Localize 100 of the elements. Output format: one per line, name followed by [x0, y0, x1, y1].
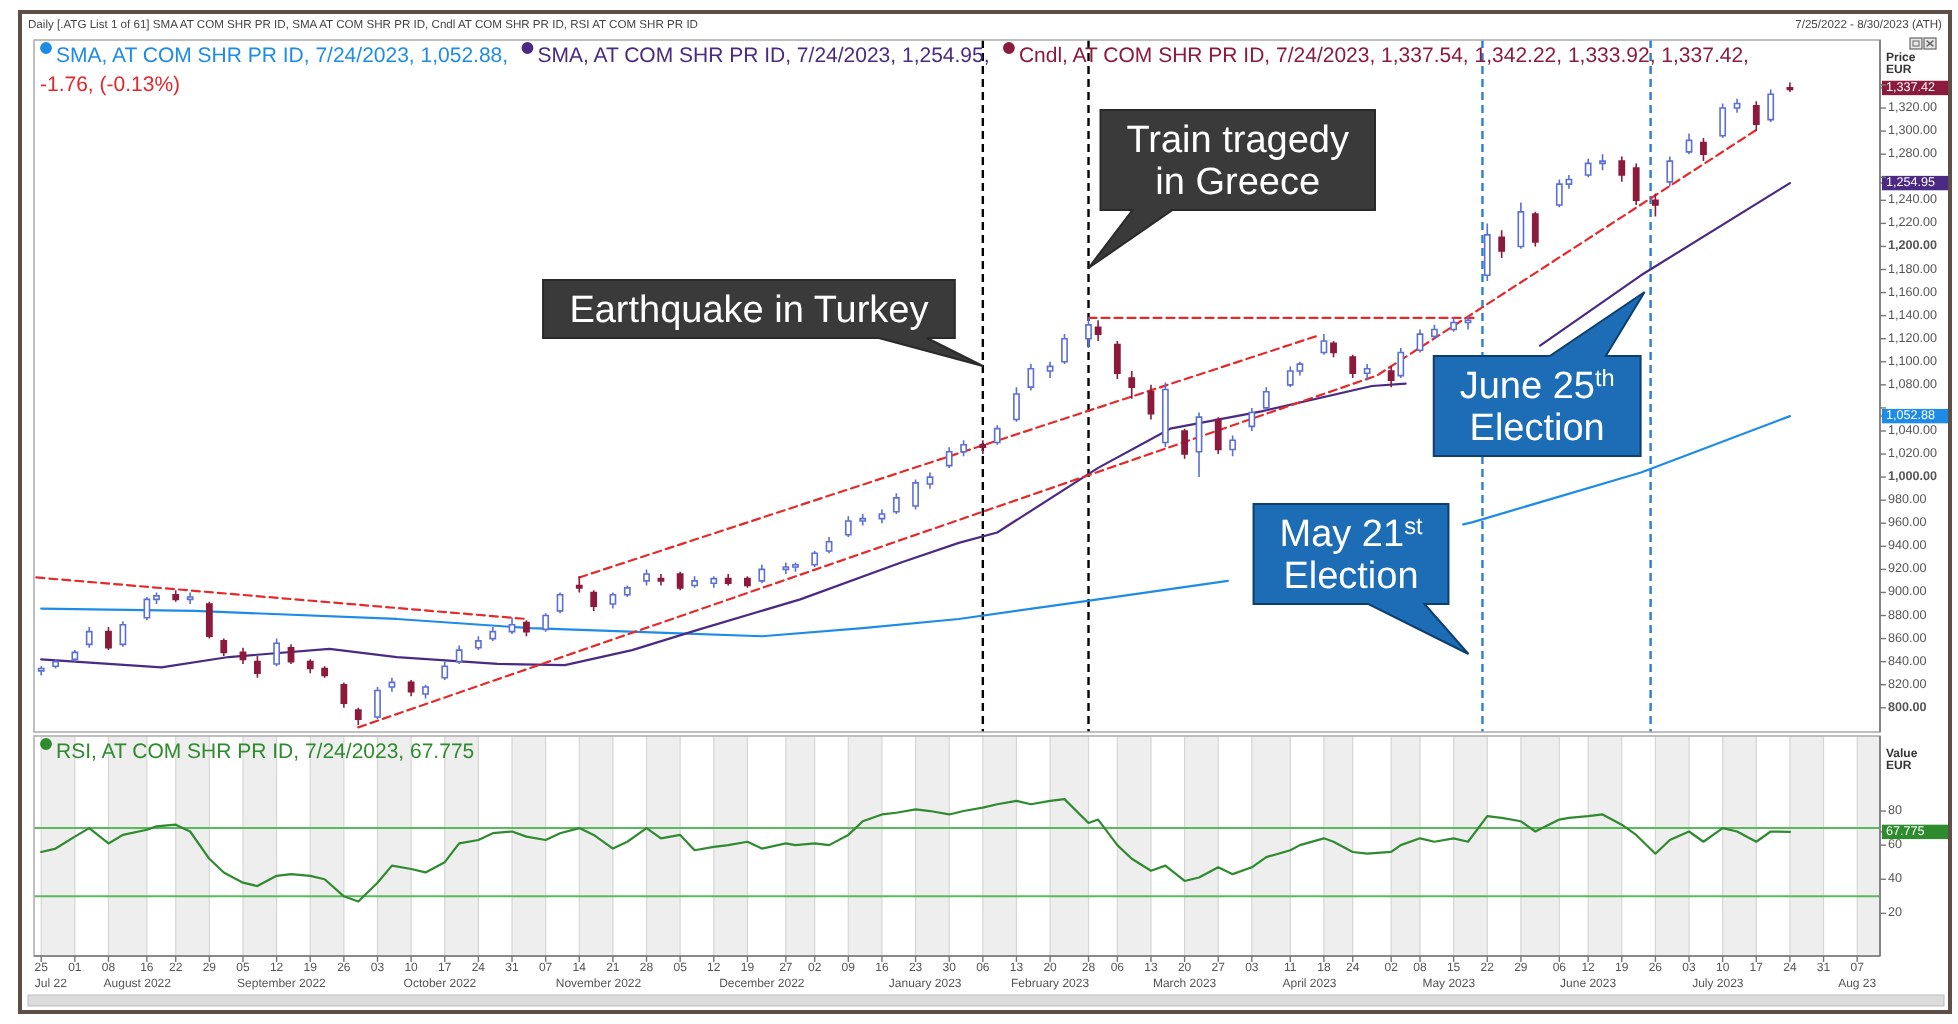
- candlestick: [1685, 132, 1693, 155]
- candlestick: [575, 575, 583, 594]
- candlestick: [52, 658, 60, 670]
- candlestick: [542, 612, 550, 633]
- candlestick: [1128, 370, 1136, 400]
- candlestick: [758, 563, 766, 585]
- candlestick: [1349, 354, 1357, 379]
- candlestick: [1013, 386, 1020, 423]
- candlestick: [455, 644, 463, 665]
- candlestick: [1700, 137, 1707, 162]
- ref-line-label: June 25$^{th}$ Election: [1459, 365, 1615, 451]
- ref-line-label: Earthquake in Turkey: [569, 290, 930, 333]
- candlestick: [1416, 328, 1424, 354]
- candlestick: [354, 706, 362, 726]
- candlestick: [643, 568, 650, 587]
- candlestick: [239, 647, 247, 665]
- candlestick: [1387, 365, 1395, 388]
- line-series: [40, 798, 1792, 903]
- candlestick: [374, 686, 381, 721]
- candlestick: [590, 589, 598, 612]
- candlestick: [724, 573, 732, 587]
- candlestick: [1632, 162, 1640, 206]
- candlestick: [710, 575, 718, 589]
- candlestick: [556, 591, 564, 615]
- ref-line-label: Train tragedy in Greece: [1126, 120, 1350, 205]
- candlestick: [1483, 222, 1491, 282]
- candlestick: [119, 620, 127, 648]
- candlestick: [926, 471, 934, 490]
- candlestick: [993, 424, 1001, 446]
- candlestick: [1195, 411, 1203, 478]
- candlestick: [287, 643, 295, 665]
- candlestick: [1719, 102, 1727, 139]
- candlestick: [1397, 347, 1405, 379]
- candlestick: [388, 676, 396, 693]
- annotation: -1.76, (-0.13%): [40, 73, 181, 97]
- candlestick: [1262, 386, 1270, 412]
- candlestick: [441, 660, 449, 681]
- candlestick: [1363, 363, 1371, 382]
- legend-label: SMA, AT COM SHR PR ID, 7/24/2023, 1,254.95,: [537, 44, 990, 68]
- candlestick: [1666, 155, 1674, 188]
- candlestick: [1733, 98, 1741, 114]
- candlestick: [676, 570, 684, 591]
- legend-label: RSI, AT COM SHR PR ID, 7/24/2023, 67.775: [56, 740, 475, 764]
- candlestick: [1450, 317, 1458, 333]
- candlestick: [609, 591, 617, 610]
- candlestick: [979, 439, 987, 455]
- legend-label: Cndl, AT COM SHR PR ID, 7/24/2023, 1,337.54, 1,342.22, 1,333.92, 1,337.42,: [1018, 44, 1749, 68]
- candlestick: [744, 575, 751, 589]
- candlestick: [71, 649, 79, 663]
- candlestick: [1517, 201, 1525, 250]
- candlestick: [1094, 319, 1102, 342]
- candlestick: [1752, 100, 1760, 132]
- candlestick: [407, 679, 415, 698]
- candlestick: [37, 665, 45, 677]
- candlestick: [220, 637, 228, 657]
- candlestick: [657, 573, 665, 587]
- candlestick: [306, 658, 314, 674]
- candlestick: [523, 619, 530, 638]
- legend-label: SMA, AT COM SHR PR ID, 7/24/2023, 1,052.88,: [56, 44, 509, 68]
- candlestick: [1061, 333, 1068, 365]
- candlestick: [623, 584, 631, 598]
- candlestick: [186, 591, 194, 605]
- candlestick: [811, 550, 819, 568]
- candlestick: [508, 617, 516, 635]
- candlestick: [1214, 416, 1222, 455]
- candlestick: [1147, 384, 1155, 421]
- candlestick: [1320, 333, 1328, 356]
- candlestick: [105, 626, 112, 651]
- candlestick: [1767, 88, 1775, 123]
- candlestick: [321, 665, 329, 679]
- candlestick: [844, 515, 852, 538]
- candlestick: [340, 681, 348, 709]
- candlestick: [172, 589, 180, 603]
- candlestick: [1161, 381, 1169, 448]
- candlestick: [1113, 340, 1121, 380]
- candlestick: [489, 626, 497, 642]
- candlestick: [1531, 211, 1539, 248]
- candlestick: [1786, 81, 1794, 93]
- candlestick: [1464, 314, 1472, 331]
- candlestick: [1618, 155, 1626, 183]
- candlestick: [825, 536, 833, 555]
- candlestick: [960, 439, 968, 458]
- candlestick: [878, 508, 886, 525]
- candlestick: [1498, 229, 1506, 259]
- candlestick: [691, 575, 698, 589]
- candlestick: [945, 446, 953, 469]
- candlestick: [859, 513, 867, 527]
- candlestick: [474, 635, 482, 651]
- candlestick: [912, 478, 919, 511]
- candlestick: [1330, 340, 1337, 358]
- candlestick: [205, 600, 213, 640]
- candlestick: [1599, 153, 1606, 172]
- candlestick: [1181, 427, 1188, 460]
- candlestick: [1027, 363, 1035, 392]
- candlestick: [1046, 360, 1054, 379]
- candlestick: [1085, 317, 1092, 349]
- candlestick: [1431, 324, 1438, 340]
- candlestick: [85, 626, 93, 649]
- candlestick: [1229, 434, 1237, 458]
- candlestick: [1584, 157, 1592, 179]
